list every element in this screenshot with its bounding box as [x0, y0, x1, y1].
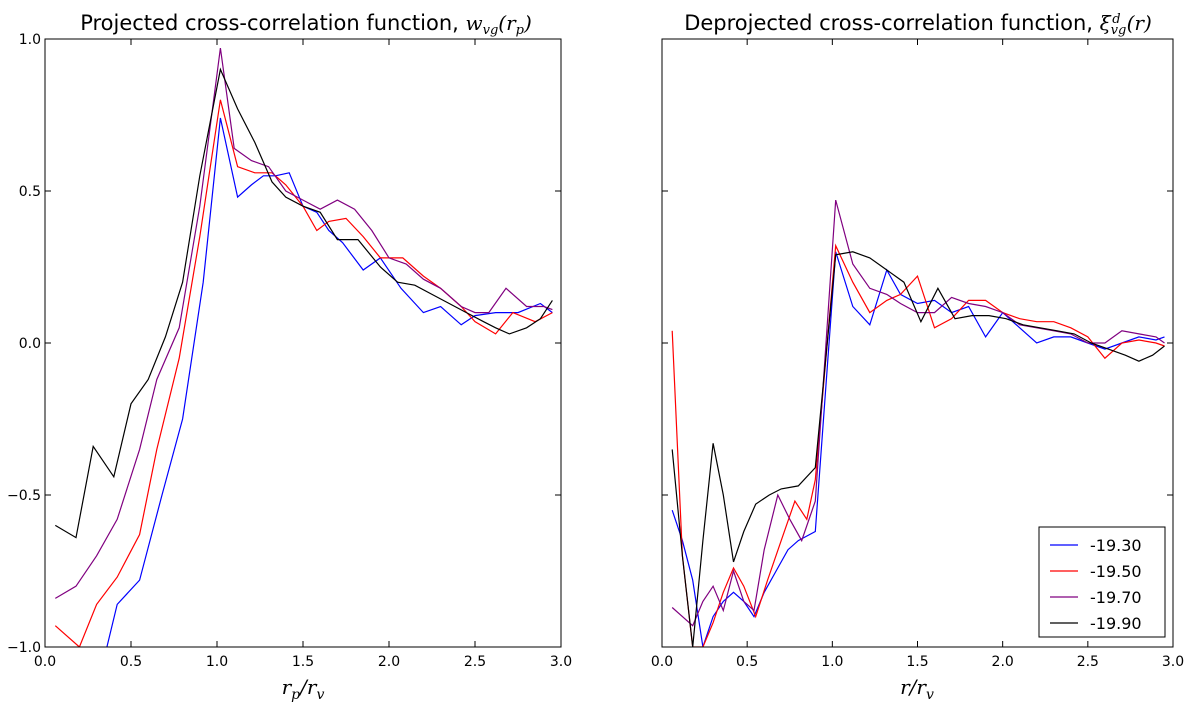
left-title-text: Projected cross-correlation function, [80, 11, 465, 35]
right-series-line-2 [671, 243, 1165, 647]
right-x-tick-label: 2.0 [992, 654, 1014, 670]
left-x-tick-label: 0.5 [120, 654, 142, 670]
left-x-axis-label: rp/rv [282, 675, 325, 703]
left-series-line-3 [54, 48, 553, 599]
legend-label-4: -19.90 [1090, 614, 1142, 633]
legend-label-1: -19.30 [1090, 536, 1142, 555]
right-panel-title: Deprojected cross-correlation function, … [684, 11, 1152, 38]
left-y-tick-label: −1.0 [7, 640, 41, 656]
right-title-symbol: ξvgd (r) [1100, 11, 1152, 38]
right-series-line-3 [671, 199, 1165, 627]
right-x-tick-label: 1.0 [821, 654, 843, 670]
left-panel-title: Projected cross-correlation function, wv… [80, 11, 532, 38]
right-x-tick-label: 0.5 [736, 654, 758, 670]
left-series-line-1 [106, 117, 553, 647]
right-series-layer [671, 199, 1165, 647]
left-title-symbol: wvg(rp) [465, 11, 531, 38]
left-x-tick-label: 0.0 [34, 654, 56, 670]
legend-label-2: -19.50 [1090, 562, 1142, 581]
left-x-tick-label: 2.5 [464, 654, 486, 670]
right-title-text: Deprojected cross-correlation function, [684, 11, 1099, 35]
left-x-tick-label: 1.5 [292, 654, 314, 670]
right-series-line-4 [671, 251, 1165, 647]
right-panel: Deprojected cross-correlation function, … [651, 11, 1184, 703]
right-x-axis-label: r/rv [900, 675, 934, 703]
right-x-tick-label: 0.0 [651, 654, 673, 670]
legend-label-3: -19.70 [1090, 588, 1142, 607]
left-series-layer [54, 48, 553, 647]
left-x-tick-label: 1.0 [206, 654, 228, 670]
left-panel: Projected cross-correlation function, wv… [7, 11, 572, 703]
right-x-tick-label: 3.0 [1162, 654, 1184, 670]
left-x-tick-label: 3.0 [550, 654, 572, 670]
left-series-line-4 [54, 67, 553, 539]
left-ticks-layer: 0.0 0.5 1.0 1.5 2.0 2.5 3.0 −1.0 −0.5 0.0 0.5 1.0 [7, 32, 572, 670]
left-y-tick-label: −0.5 [7, 488, 41, 504]
right-x-tick-label: 2.5 [1077, 654, 1099, 670]
left-y-tick-label: 0.5 [19, 184, 41, 200]
left-x-tick-label: 2.0 [378, 654, 400, 670]
right-x-tick-label: 1.5 [906, 654, 928, 670]
left-y-tick-label: 1.0 [19, 32, 41, 48]
right-ticks-layer: 0.0 0.5 1.0 1.5 2.0 2.5 3.0 [651, 38, 1184, 670]
left-plot-frame [44, 38, 562, 648]
left-series-line-2 [54, 99, 553, 647]
left-y-tick-label: 0.0 [19, 336, 41, 352]
legend: -19.30 -19.50 -19.70 -19.90 [1038, 526, 1166, 638]
